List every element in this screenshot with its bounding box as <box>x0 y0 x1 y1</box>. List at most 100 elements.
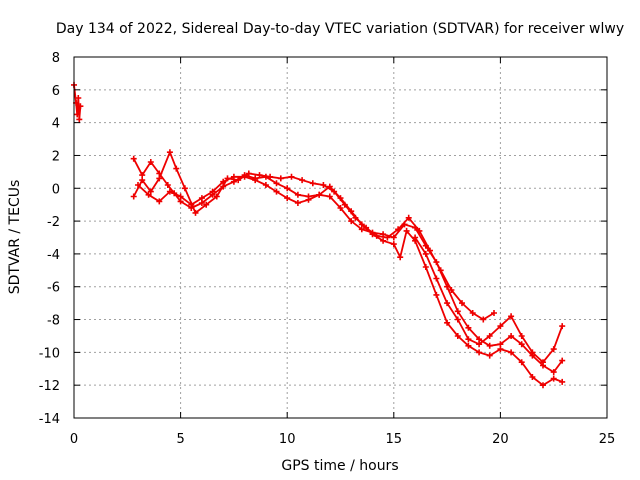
x-axis-label: GPS time / hours <box>281 458 398 474</box>
plot-frame <box>73 56 608 419</box>
data-point <box>454 308 461 315</box>
data-point <box>454 333 461 339</box>
data-point <box>294 200 301 206</box>
data-point <box>135 182 141 188</box>
data-point <box>337 195 344 202</box>
data-point <box>320 182 327 188</box>
y-tick-label: -8 <box>47 314 60 329</box>
data-point <box>433 291 440 298</box>
data-point <box>486 342 493 349</box>
data-point <box>550 369 557 376</box>
data-point <box>412 234 419 241</box>
series-line <box>414 237 564 364</box>
data-point <box>395 226 402 233</box>
data-point <box>75 95 82 101</box>
data-point <box>252 177 259 184</box>
y-tick-label: -10 <box>39 346 60 361</box>
y-tick-label: -4 <box>47 248 60 263</box>
data-point <box>288 173 295 180</box>
data-point <box>540 382 546 389</box>
data-point <box>465 336 472 343</box>
data-point <box>444 319 451 326</box>
data-point <box>540 359 546 366</box>
data-point <box>177 193 184 200</box>
data-point <box>166 188 173 195</box>
data-point <box>203 201 210 208</box>
data-point <box>422 264 429 270</box>
data-point <box>305 196 312 203</box>
data-point <box>241 173 248 180</box>
data-point <box>486 352 493 359</box>
data-point <box>469 310 476 316</box>
x-tick-label: 0 <box>70 432 78 447</box>
data-point <box>508 333 515 339</box>
data-point <box>454 316 461 323</box>
data-point <box>405 214 412 221</box>
series-line <box>137 175 563 387</box>
data-point <box>326 183 333 190</box>
data-point <box>76 116 83 123</box>
data-point <box>156 198 163 205</box>
data-point <box>209 188 216 195</box>
data-point <box>181 185 188 192</box>
data-point <box>508 313 515 320</box>
y-tick-label: 2 <box>52 149 60 164</box>
data-point <box>130 155 137 162</box>
data-point <box>220 178 227 185</box>
data-point <box>173 165 180 172</box>
data-point <box>267 173 274 180</box>
data-point <box>559 323 566 330</box>
data-point <box>309 180 316 187</box>
data-point <box>480 316 487 323</box>
data-series <box>71 81 566 389</box>
y-tick-label: -12 <box>39 379 60 394</box>
y-tick-label: 4 <box>52 117 60 132</box>
chart-title: Day 134 of 2022, Sidereal Day-to-day VTE… <box>56 21 624 37</box>
data-point <box>444 300 451 307</box>
data-point <box>476 341 483 348</box>
data-point <box>166 149 173 156</box>
series-track-d <box>135 173 566 389</box>
series-line <box>132 158 563 373</box>
data-point <box>188 201 195 208</box>
series-line <box>132 151 495 321</box>
data-point <box>284 195 291 202</box>
data-point <box>369 231 376 238</box>
data-point <box>508 349 515 356</box>
y-tick-label: -2 <box>47 215 60 230</box>
data-point <box>337 205 344 211</box>
data-point <box>273 188 280 195</box>
y-axis-label: SDTVAR / TECUs <box>7 180 23 295</box>
data-point <box>559 357 566 364</box>
data-point <box>164 182 171 188</box>
data-point <box>139 177 146 184</box>
data-point <box>486 333 493 339</box>
data-point <box>74 111 81 118</box>
data-point <box>465 342 472 349</box>
series-track-c <box>130 149 497 323</box>
axis-ticks: 0 5 10 15 20 25 -14 -12 -10 -8 -6 -4 -2 0 2 4 6 8 <box>39 51 616 447</box>
data-point <box>559 378 566 385</box>
y-tick-label: 8 <box>52 51 60 66</box>
data-point <box>145 191 152 198</box>
data-point <box>262 182 269 188</box>
data-point <box>497 323 504 330</box>
data-point <box>437 267 444 274</box>
data-point <box>130 193 137 200</box>
data-point <box>390 234 397 241</box>
data-point <box>390 241 397 248</box>
data-point <box>550 375 557 382</box>
data-point <box>277 175 284 182</box>
x-tick-label: 20 <box>492 432 509 447</box>
y-tick-label: 0 <box>52 182 60 197</box>
y-tick-label: -6 <box>47 281 60 296</box>
data-point <box>256 172 263 179</box>
data-point <box>192 209 199 216</box>
data-point <box>213 193 220 200</box>
data-point <box>384 234 391 241</box>
data-point <box>147 188 154 195</box>
data-point <box>77 103 84 110</box>
x-tick-label: 25 <box>599 432 616 447</box>
y-tick-label: -14 <box>39 412 60 427</box>
